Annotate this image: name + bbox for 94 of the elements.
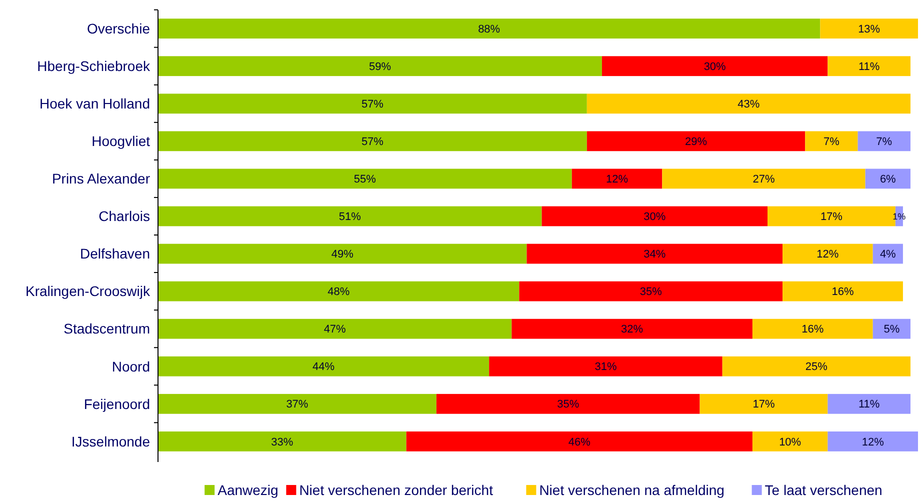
bar — [572, 168, 662, 189]
data-label: 30% — [644, 211, 666, 224]
bar — [489, 356, 722, 376]
y-tick-label: Delfshaven — [80, 246, 150, 262]
bar — [828, 56, 910, 76]
data-label: 13% — [858, 23, 880, 36]
data-label: 4% — [880, 248, 896, 261]
bar — [158, 18, 820, 39]
bar — [805, 131, 858, 152]
data-label: 57% — [361, 98, 384, 110]
data-label: 88% — [478, 23, 500, 36]
data-label: 16% — [802, 324, 824, 336]
bar — [158, 206, 542, 226]
data-label: 32% — [621, 324, 644, 336]
bar — [519, 281, 783, 302]
data-label: 6% — [880, 174, 896, 186]
bar — [158, 281, 520, 302]
data-label: 37% — [286, 398, 308, 411]
data-label: 55% — [354, 174, 376, 186]
bar — [662, 168, 866, 189]
bar — [865, 168, 910, 189]
bar — [828, 431, 918, 452]
bar — [820, 18, 918, 39]
bar — [512, 318, 752, 339]
data-label: 11% — [858, 60, 880, 73]
y-tick-label: Charlois — [98, 208, 150, 224]
bar — [722, 356, 910, 376]
bar — [752, 431, 828, 452]
bar — [158, 431, 406, 452]
bar — [158, 168, 572, 189]
bar — [782, 244, 873, 264]
data-label: 29% — [685, 136, 708, 148]
data-label: 51% — [338, 211, 362, 224]
data-label: 49% — [331, 248, 354, 261]
data-label: 35% — [557, 398, 580, 411]
bar — [158, 56, 602, 76]
data-label: 25% — [805, 361, 828, 374]
data-label: 30% — [704, 60, 726, 73]
data-label: 10% — [779, 436, 802, 448]
y-tick-label: Prins Alexander — [52, 170, 150, 187]
y-tick-label: Stadscentrum — [64, 320, 150, 337]
bar — [158, 94, 587, 114]
data-label: 44% — [312, 361, 335, 374]
bar — [158, 356, 490, 376]
data-label: 57% — [361, 136, 384, 148]
data-label: 11% — [858, 398, 880, 411]
bar — [158, 318, 512, 339]
bar — [542, 206, 768, 226]
bar — [436, 394, 700, 414]
y-tick-label: Overschie — [86, 20, 150, 36]
y-tick-label: Feijenoord — [84, 396, 150, 412]
y-tick-label: Hberg-Schiebroek — [37, 58, 151, 74]
bar — [872, 318, 910, 339]
y-tick-label: Kralingen-Crooswijk — [26, 283, 151, 300]
data-label: 12% — [606, 174, 628, 186]
bar — [586, 94, 910, 114]
bar — [752, 318, 873, 339]
data-label: 27% — [752, 174, 775, 186]
data-label: 46% — [568, 436, 591, 448]
data-label: 33% — [271, 436, 294, 448]
data-label: 47% — [324, 324, 346, 336]
data-label: 12% — [816, 248, 839, 261]
bar — [858, 131, 910, 152]
bar — [158, 131, 587, 152]
legend-label: Niet verschenen na afmelding — [539, 482, 724, 498]
y-tick-label: IJsselmonde — [71, 433, 150, 450]
bar — [828, 394, 910, 414]
data-label: 35% — [640, 286, 662, 298]
bar — [406, 431, 752, 452]
data-label: 31% — [594, 361, 617, 374]
bar — [526, 244, 783, 264]
bar — [700, 394, 828, 414]
data-label: 7% — [876, 136, 892, 148]
data-label: 59% — [368, 60, 392, 73]
legend-label: Te laat verschenen — [764, 482, 882, 498]
y-tick-label: Hoek van Holland — [39, 96, 150, 112]
bar — [158, 394, 436, 414]
data-label: 5% — [884, 324, 900, 336]
data-label: 17% — [752, 398, 775, 411]
legend-label: Aanwezig — [218, 482, 278, 498]
y-tick-label: Noord — [112, 358, 150, 374]
data-label: 16% — [832, 286, 854, 298]
data-label: 17% — [820, 211, 843, 224]
legend-label: Niet verschenen zonder bericht — [299, 482, 494, 498]
bar — [586, 131, 806, 152]
data-label: 7% — [824, 136, 840, 148]
y-tick-label: Hoogvliet — [92, 133, 150, 150]
data-label: 12% — [862, 436, 884, 448]
data-label: 34% — [644, 248, 666, 261]
bar — [782, 281, 903, 302]
data-label: 43% — [738, 98, 760, 110]
bar — [602, 56, 828, 76]
data-label: 48% — [328, 286, 350, 298]
bar — [158, 244, 527, 264]
